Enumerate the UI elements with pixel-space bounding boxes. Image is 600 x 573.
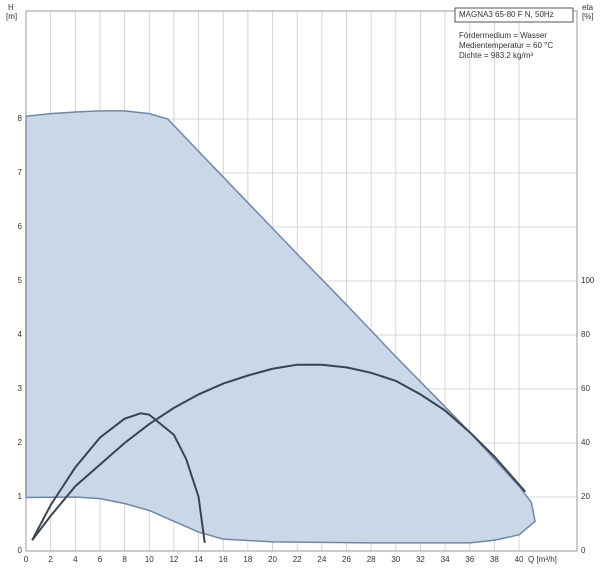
y-tick-label: 3 xyxy=(18,384,23,393)
info-title: MAGNA3 65-80 F N, 50Hz xyxy=(459,10,554,19)
operating-area xyxy=(25,110,536,544)
y2-label: [%] xyxy=(582,12,594,21)
x-label: Q [m³/h] xyxy=(528,555,557,564)
x-tick-label: 16 xyxy=(219,555,228,564)
x-tick-label: 2 xyxy=(48,555,53,564)
x-tick-label: 34 xyxy=(441,555,450,564)
x-tick-label: 20 xyxy=(268,555,277,564)
x-tick-label: 22 xyxy=(293,555,302,564)
y-tick-label: 2 xyxy=(18,438,23,447)
x-tick-label: 8 xyxy=(122,555,127,564)
y-tick-label: 1 xyxy=(18,492,23,501)
y-tick-label: 6 xyxy=(18,222,23,231)
x-tick-label: 0 xyxy=(24,555,29,564)
x-tick-label: 32 xyxy=(416,555,425,564)
x-tick-label: 36 xyxy=(465,555,474,564)
x-tick-label: 24 xyxy=(317,555,326,564)
efficiency-curve xyxy=(31,363,526,541)
y2-tick-label: 20 xyxy=(581,492,590,501)
info-line: Dichte = 983.2 kg/m³ xyxy=(459,51,533,60)
y-tick-label: 0 xyxy=(18,546,23,555)
info-line: Medientemperatur = 60 °C xyxy=(459,41,553,50)
y-label: [m] xyxy=(6,12,17,21)
x-tick-label: 12 xyxy=(169,555,178,564)
x-tick-label: 26 xyxy=(342,555,351,564)
x-tick-label: 10 xyxy=(145,555,154,564)
x-tick-label: 4 xyxy=(73,555,78,564)
y2-tick-label: 100 xyxy=(581,276,595,285)
x-tick-label: 38 xyxy=(490,555,499,564)
x-tick-label: 28 xyxy=(367,555,376,564)
y2-tick-label: 40 xyxy=(581,438,590,447)
y-tick-label: 4 xyxy=(18,330,23,339)
info-line: Fördermedium = Wasser xyxy=(459,31,547,40)
y-tick-label: 8 xyxy=(18,114,23,123)
y-label: H xyxy=(8,3,14,12)
y2-tick-label: 80 xyxy=(581,330,590,339)
y-tick-label: 7 xyxy=(18,168,23,177)
x-tick-label: 30 xyxy=(391,555,400,564)
x-tick-label: 6 xyxy=(98,555,103,564)
y2-label: eta xyxy=(582,3,594,12)
x-tick-label: 18 xyxy=(243,555,252,564)
y2-tick-label: 0 xyxy=(581,546,586,555)
x-tick-label: 40 xyxy=(515,555,524,564)
efficiency-curve xyxy=(31,412,206,544)
x-tick-label: 14 xyxy=(194,555,203,564)
y2-tick-label: 60 xyxy=(581,384,590,393)
info-title-box xyxy=(454,7,574,23)
y-tick-label: 5 xyxy=(18,276,23,285)
plot-frame xyxy=(25,10,578,552)
